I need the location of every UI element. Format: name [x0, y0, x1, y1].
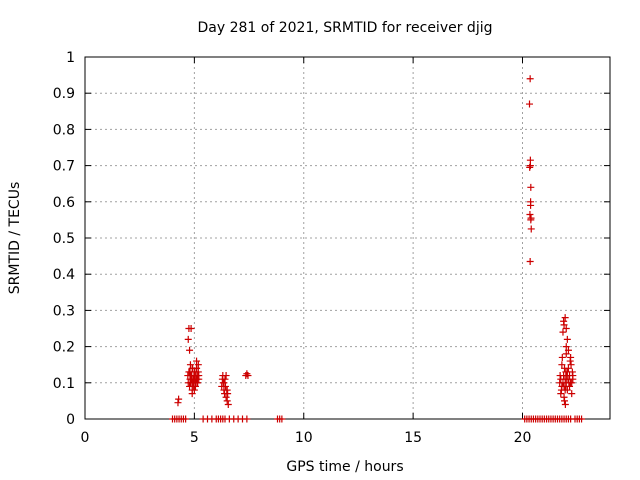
data-point	[194, 379, 202, 387]
x-tick-label: 10	[295, 430, 313, 446]
y-axis-label: SRMTID / TECUs	[7, 182, 23, 295]
data-point	[221, 375, 229, 383]
data-point	[188, 390, 196, 398]
data-point	[223, 386, 231, 394]
axis-ticks	[84, 56, 610, 420]
data-point	[560, 317, 568, 325]
data-point	[558, 353, 566, 361]
data-point	[220, 379, 228, 387]
x-axis-label: GPS time / hours	[286, 459, 403, 475]
data-point	[562, 350, 570, 358]
data-point	[561, 386, 569, 394]
data-point	[563, 368, 571, 376]
data-point	[189, 382, 197, 390]
data-point	[567, 379, 575, 387]
data-point	[563, 335, 571, 343]
data-point	[560, 393, 568, 401]
data-point	[186, 361, 194, 369]
data-point	[564, 346, 572, 354]
data-point	[558, 361, 566, 369]
data-point	[526, 162, 534, 170]
data-point	[526, 258, 534, 266]
y-tick-label: 0	[66, 412, 75, 428]
data-point	[175, 395, 183, 403]
y-tick-label: 0.3	[53, 303, 75, 319]
data-point	[562, 325, 570, 332]
data-point	[527, 216, 535, 224]
data-point	[193, 375, 201, 383]
data-point	[557, 390, 565, 398]
data-point	[578, 415, 586, 423]
y-tick-label: 0.6	[53, 195, 75, 211]
y-tick-label: 0.8	[53, 122, 75, 138]
x-tick-labels: 0 5 10 15 20	[81, 430, 532, 446]
data-point	[562, 382, 570, 390]
grid-lines	[85, 57, 610, 419]
y-tick-label: 0.4	[53, 267, 75, 283]
data-point	[190, 386, 198, 394]
x-tick-label: 0	[81, 430, 90, 446]
data-point	[527, 225, 535, 233]
chart-title: Day 281 of 2021, SRMTID for receiver dji…	[198, 20, 493, 36]
data-point	[564, 364, 572, 372]
data-point	[561, 401, 569, 409]
data-point	[222, 372, 230, 380]
data-point	[526, 75, 534, 83]
data-point	[567, 353, 575, 361]
data-point	[223, 397, 231, 405]
y-tick-labels: 0 0.1 0.2 0.3 0.4 0.5 0.6 0.7 0.8 0.9 1	[53, 50, 75, 428]
data-point	[567, 361, 575, 369]
y-tick-label: 0.1	[53, 376, 75, 392]
y-tick-label: 1	[66, 50, 75, 66]
data-point	[562, 343, 570, 351]
data-point	[244, 372, 252, 380]
data-point	[195, 372, 203, 380]
x-tick-label: 5	[190, 430, 199, 446]
data-point	[224, 401, 232, 409]
data-point	[243, 415, 251, 423]
data-point	[184, 335, 192, 343]
data-point	[526, 100, 533, 108]
data-point	[526, 210, 534, 218]
data-point	[186, 346, 194, 354]
y-tick-label: 0.2	[53, 340, 75, 356]
data-point	[568, 390, 576, 398]
x-tick-label: 15	[404, 430, 422, 446]
data-point	[278, 415, 286, 423]
data-point	[561, 314, 569, 322]
y-tick-label: 0.5	[53, 231, 75, 247]
data-point	[527, 183, 535, 191]
x-tick-label: 20	[514, 430, 532, 446]
y-tick-label: 0.9	[53, 86, 75, 102]
data-point	[187, 325, 195, 332]
y-tick-label: 0.7	[53, 159, 75, 175]
data-point	[559, 328, 567, 336]
data-point	[527, 201, 535, 209]
data-point	[221, 382, 229, 390]
data-point	[174, 399, 182, 407]
data-points	[169, 75, 586, 423]
data-point	[182, 415, 190, 423]
data-point	[193, 364, 201, 372]
data-point	[222, 393, 230, 401]
data-point	[194, 361, 202, 369]
data-point	[569, 375, 577, 383]
data-point	[193, 357, 201, 365]
